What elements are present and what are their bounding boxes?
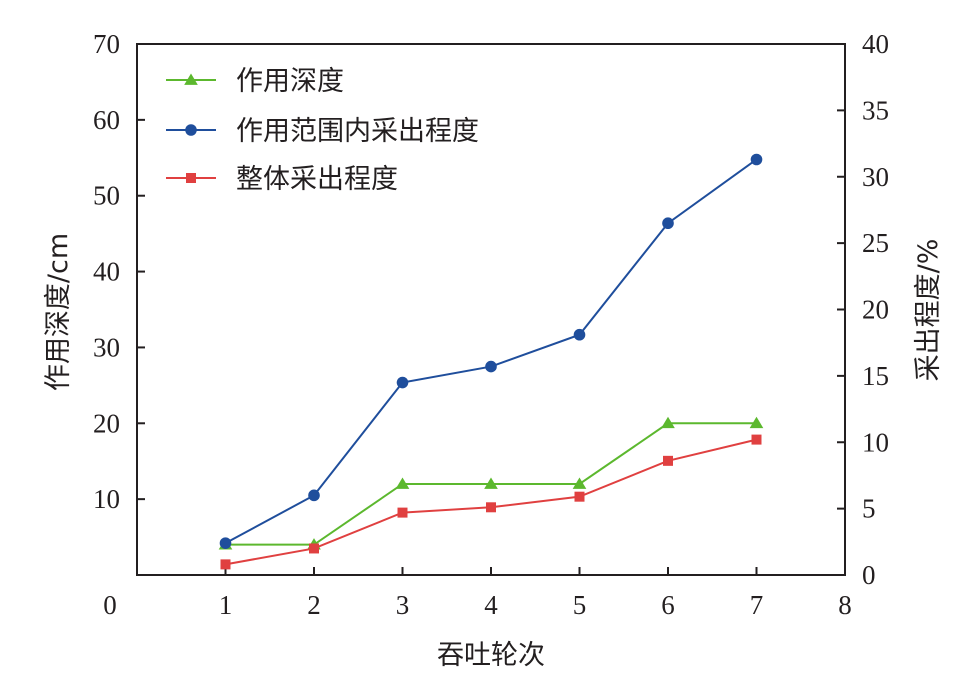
x-tick-label-4: 4 (484, 590, 498, 620)
point-range-recovery-7 (750, 153, 763, 166)
point-range-recovery-4 (485, 360, 497, 373)
point-action-depth-7 (749, 416, 764, 429)
y-left-tick-label-60: 60 (93, 105, 120, 135)
x-tick-label-7: 7 (750, 590, 764, 620)
point-range-recovery-5 (573, 328, 586, 341)
y-left-tick-label-30: 30 (93, 332, 120, 362)
x-axis-title: 吞吐轮次 (437, 640, 545, 671)
y-left-tick-label-50: 50 (93, 181, 120, 211)
y-right-tick-label-10: 10 (862, 427, 889, 457)
point-overall-recovery-7 (751, 434, 762, 445)
point-range-recovery-3 (396, 376, 409, 389)
y-left-tick-label-20: 20 (93, 408, 120, 438)
point-overall-recovery-1 (220, 559, 231, 570)
x-tick-label-5: 5 (573, 590, 587, 620)
series-layer (218, 153, 764, 570)
series-action-depth (218, 416, 764, 550)
x-tick-label-1: 1 (219, 590, 233, 620)
y-right-tick-label-20: 20 (862, 295, 889, 325)
x-tick-label-2: 2 (307, 590, 321, 620)
legend-marker-action-depth (184, 73, 198, 85)
y-axis-left-title: 作用深度/cm (43, 233, 74, 391)
point-action-depth-6 (661, 416, 675, 429)
legend-label-overall-recovery: 整体采出程度 (236, 164, 398, 195)
point-overall-recovery-4 (486, 502, 496, 513)
y-right-tick-label-5: 5 (862, 494, 876, 524)
point-overall-recovery-6 (663, 455, 673, 466)
x-tick-label-8: 8 (838, 590, 852, 620)
y-right-tick-label-25: 25 (862, 228, 889, 258)
y-right-tick-label-40: 40 (862, 29, 889, 59)
series-range-recovery (219, 153, 763, 549)
x-tick-label-0: 0 (103, 590, 117, 620)
point-action-depth-5 (572, 477, 587, 489)
x-tick-label-6: 6 (661, 590, 675, 620)
y-right-tick-label-15: 15 (862, 361, 889, 391)
y-axis-right-title: 采出程度/% (913, 239, 944, 382)
y-right-tick-label-0: 0 (862, 560, 876, 590)
point-action-depth-3 (395, 477, 410, 489)
legend-label-range-recovery: 作用范围内采出程度 (236, 116, 479, 147)
y-left-tick-label-10: 10 (93, 484, 120, 514)
point-range-recovery-1 (219, 537, 232, 549)
series-line-overall-recovery (225, 438, 757, 566)
point-range-recovery-2 (308, 489, 320, 502)
legend-marker-overall-recovery (186, 173, 196, 183)
point-overall-recovery-5 (574, 491, 585, 502)
point-overall-recovery-2 (309, 543, 319, 554)
y-right-tick-label-30: 30 (862, 162, 889, 192)
point-range-recovery-6 (662, 217, 674, 230)
legend-marker-range-recovery (185, 124, 197, 136)
series-overall-recovery (220, 434, 762, 570)
plot-frame: 0 1 2 3 4 5 6 7 8 10 20 30 40 50 60 70 0 5 10 15 20 25 30 35 40 (93, 29, 889, 620)
y-left-tick-label-40: 40 (93, 257, 120, 287)
y-left-tick-label-70: 70 (93, 29, 120, 59)
y-right-tick-label-35: 35 (862, 95, 889, 125)
x-tick-label-3: 3 (396, 590, 410, 620)
legend-label-action-depth: 作用深度 (236, 66, 344, 97)
point-overall-recovery-3 (397, 507, 408, 518)
point-action-depth-4 (484, 477, 498, 489)
